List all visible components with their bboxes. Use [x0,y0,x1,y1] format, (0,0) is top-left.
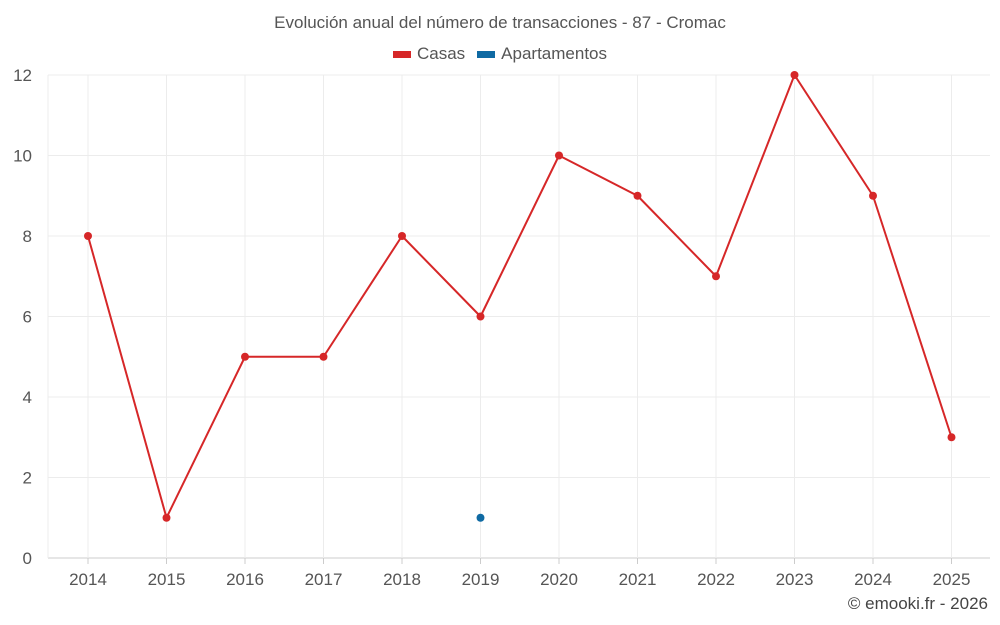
x-tick-label-2022: 2022 [697,570,735,589]
data-point-casas-2017 [319,352,328,361]
y-tick-label-6: 6 [23,308,32,327]
x-tick-label-2024: 2024 [854,570,892,589]
legend-swatch-apartamentos [477,50,496,58]
data-point-casas-2021 [633,191,642,200]
x-tick-label-2020: 2020 [540,570,578,589]
credit-text: © emooki.fr - 2026 [847,594,988,613]
y-tick-label-10: 10 [13,147,32,166]
x-tick-label-2018: 2018 [383,570,421,589]
y-tick-label-8: 8 [23,227,32,246]
series-line-casas [87,74,953,519]
legend-item-apartamentos[interactable]: Apartamentos [477,44,607,64]
data-point-casas-2025 [947,433,956,442]
y-tick-label-12: 12 [13,66,32,85]
legend: Casas Apartamentos [0,44,1000,64]
x-tick-label-2023: 2023 [776,570,814,589]
data-point-casas-2015 [162,513,171,522]
data-point-casas-2014 [84,232,92,240]
data-point-casas-2018 [398,232,406,240]
x-tick-label-2025: 2025 [933,570,971,589]
data-point-casas-2023 [790,71,799,79]
legend-label-casas: Casas [416,44,466,63]
x-tick-label-2021: 2021 [619,570,657,589]
x-tick-label-2016: 2016 [226,570,264,589]
data-point-casas-2024 [869,191,877,200]
x-tick-label-2017: 2017 [305,570,343,589]
chart-title: Evolución anual del número de transaccio… [274,13,726,32]
y-tick-label-0: 0 [23,549,32,568]
x-tick-label-2019: 2019 [462,570,500,589]
data-point-casas-2016 [241,352,249,361]
legend-item-casas[interactable]: Casas [392,44,466,64]
y-tick-label-4: 4 [23,388,32,407]
x-tick-label-2014: 2014 [69,570,107,589]
data-point-casas-2019 [476,312,485,321]
x-tick-label-2015: 2015 [148,570,186,589]
data-point-casas-2022 [712,272,720,281]
legend-label-apartamentos: Apartamentos [501,44,608,63]
data-point-casas-2020 [555,151,563,160]
data-point-apartamentos-2019 [476,513,485,522]
y-tick-label-2: 2 [23,469,32,488]
legend-swatch-casas [392,50,411,58]
